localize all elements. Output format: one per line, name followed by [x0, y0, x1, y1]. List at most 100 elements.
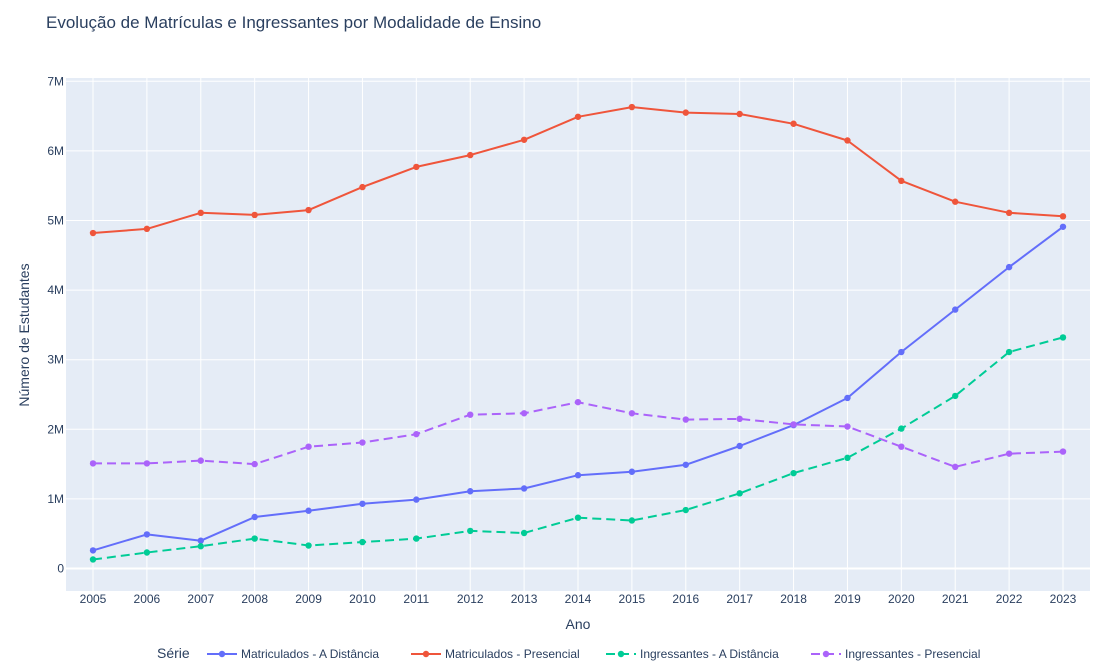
- data-point: [305, 507, 312, 514]
- legend-item: Ingressantes - Presencial: [811, 647, 980, 661]
- data-point: [628, 517, 636, 524]
- data-point: [898, 443, 905, 450]
- x-tick-label: 2015: [619, 592, 646, 606]
- data-point: [790, 120, 797, 127]
- data-point: [143, 531, 151, 538]
- data-point: [1059, 334, 1067, 341]
- data-point: [952, 306, 959, 313]
- data-point: [736, 110, 743, 118]
- data-point: [952, 463, 959, 471]
- data-point: [790, 421, 797, 428]
- data-point: [574, 113, 582, 120]
- x-tick-label: 2007: [187, 592, 214, 606]
- data-point: [413, 535, 420, 542]
- x-tick-label: 2019: [834, 592, 861, 606]
- legend-swatch-marker: [822, 650, 830, 658]
- data-point: [574, 514, 582, 521]
- data-point: [520, 485, 528, 492]
- data-point: [844, 454, 851, 462]
- grid-lines: [66, 78, 1090, 591]
- data-point: [89, 547, 97, 554]
- legend-item: Ingressantes - A Distância: [606, 647, 779, 661]
- data-point: [898, 177, 905, 185]
- data-point: [574, 472, 582, 479]
- data-point: [736, 442, 743, 450]
- data-point: [251, 211, 258, 219]
- legend-item: Matriculados - Presencial: [411, 647, 580, 661]
- data-point: [359, 538, 366, 546]
- legend-item: Matriculados - A Distância: [207, 647, 379, 661]
- data-point: [574, 398, 582, 406]
- data-point: [89, 460, 97, 467]
- series-4: [89, 398, 1067, 471]
- data-point: [143, 460, 151, 467]
- data-point: [359, 183, 366, 191]
- data-point: [1059, 213, 1067, 220]
- data-point: [305, 443, 312, 450]
- data-point: [413, 163, 420, 171]
- y-tick-label: 2M: [47, 422, 64, 436]
- data-point: [628, 103, 636, 111]
- legend-title: Série: [157, 645, 190, 661]
- x-tick-label: 2009: [295, 592, 322, 606]
- data-point: [89, 229, 97, 237]
- y-tick-label: 4M: [47, 283, 64, 297]
- data-point: [1005, 263, 1013, 271]
- y-tick-label: 5M: [47, 214, 64, 228]
- legend-label: Ingressantes - Presencial: [845, 647, 980, 661]
- data-point: [520, 410, 528, 417]
- y-tick-label: 7M: [47, 74, 64, 88]
- x-tick-label: 2022: [996, 592, 1023, 606]
- x-tick-label: 2011: [403, 592, 429, 606]
- data-point: [467, 488, 474, 495]
- data-point: [89, 556, 97, 563]
- legend: Série Matriculados - A Distância Matricul…: [157, 645, 980, 661]
- x-tick-label: 2014: [565, 592, 592, 606]
- x-tick-label: 2020: [888, 592, 915, 606]
- data-point: [413, 430, 420, 438]
- x-axis-ticks: 2005 2006 2007 2008 2009 2010 2011 2012 2013 2014…: [80, 592, 1077, 606]
- data-point: [251, 513, 258, 521]
- data-point: [682, 109, 689, 116]
- x-axis-title: Ano: [566, 616, 591, 632]
- data-point: [197, 543, 204, 550]
- x-tick-label: 2013: [511, 592, 538, 606]
- data-point: [952, 198, 959, 205]
- x-tick-label: 2023: [1050, 592, 1077, 606]
- data-point: [305, 542, 312, 549]
- x-tick-label: 2008: [241, 592, 268, 606]
- data-point: [628, 410, 636, 417]
- y-tick-label: 3M: [47, 353, 64, 367]
- data-point: [1005, 450, 1013, 457]
- data-point: [790, 469, 797, 477]
- data-point: [520, 529, 528, 537]
- data-point: [197, 537, 204, 544]
- x-tick-label: 2021: [942, 592, 969, 606]
- x-tick-label: 2016: [672, 592, 699, 606]
- data-point: [1005, 348, 1013, 356]
- x-tick-label: 2017: [726, 592, 753, 606]
- x-tick-label: 2018: [780, 592, 807, 606]
- legend-label: Ingressantes - A Distância: [640, 647, 779, 661]
- data-point: [143, 549, 151, 556]
- chart-title: Evolução de Matrículas e Ingressantes po…: [46, 13, 541, 32]
- data-point: [682, 416, 689, 423]
- legend-swatch-marker: [422, 650, 430, 658]
- data-point: [197, 457, 204, 464]
- data-point: [520, 136, 528, 143]
- y-axis-title: Número de Estudantes: [16, 263, 32, 406]
- data-point: [413, 496, 420, 503]
- legend-swatch-marker: [218, 650, 226, 658]
- x-tick-label: 2012: [457, 592, 484, 606]
- x-tick-label: 2005: [80, 592, 107, 606]
- data-point: [628, 468, 636, 475]
- y-tick-label: 6M: [47, 144, 64, 158]
- x-tick-label: 2006: [134, 592, 161, 606]
- data-point: [1059, 448, 1067, 455]
- series-1: [89, 223, 1067, 554]
- y-tick-label: 0: [57, 562, 64, 576]
- data-point: [898, 348, 905, 356]
- data-point: [844, 137, 851, 144]
- y-axis-ticks: 0 1M 2M 3M 4M 5M 6M 7M: [47, 74, 64, 575]
- data-point: [682, 461, 689, 468]
